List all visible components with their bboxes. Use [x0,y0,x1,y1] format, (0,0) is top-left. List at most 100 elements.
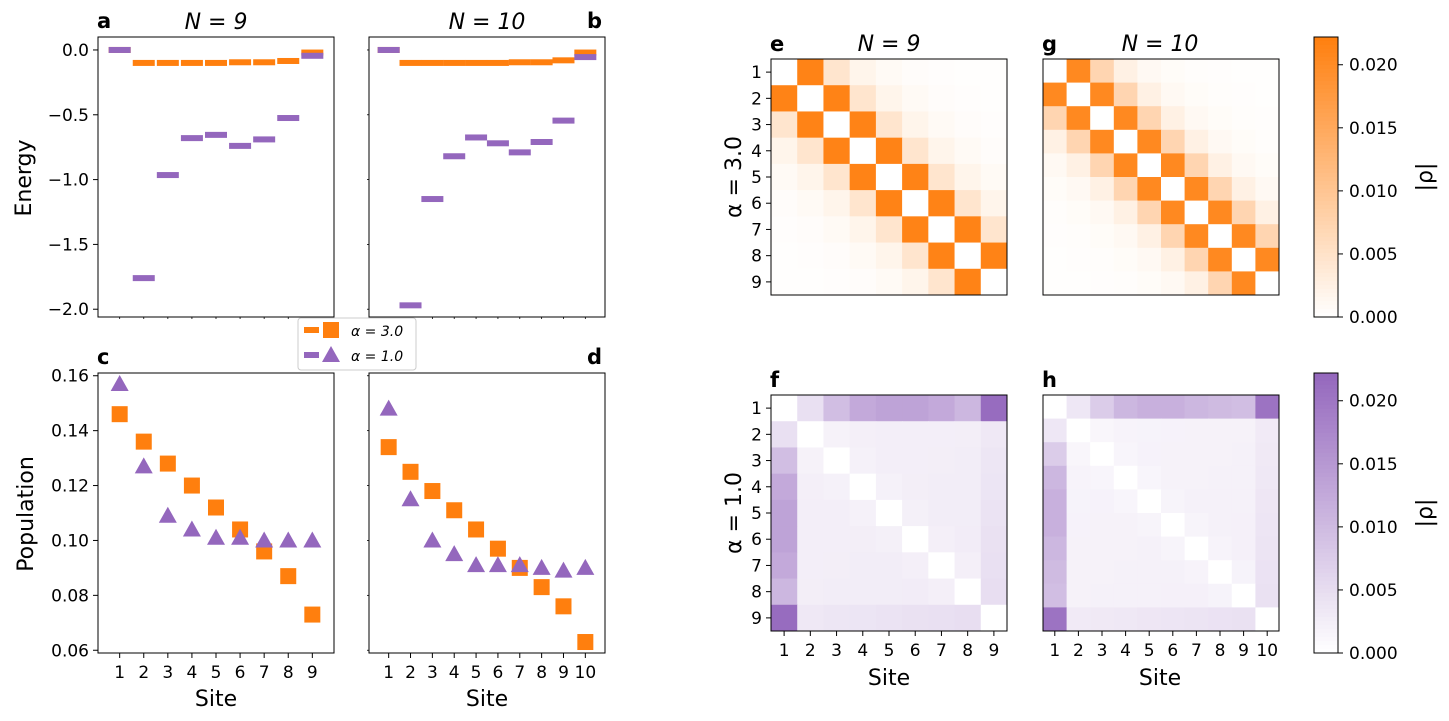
colorbar-top-strip-3 [1314,49,1338,54]
colorbar-top-tick-label-4: 0.020 [1349,56,1398,76]
heatmap-cell-g-6-2 [1066,177,1091,202]
hm-xtick-label-f-8: 9 [988,641,999,661]
xtick-label-c-7: 8 [283,663,294,683]
heatmap-cell-f-2-7 [928,421,956,448]
colorbar-top-strip-18 [1314,109,1338,114]
heatmap-cell-f-9-9 [980,604,1008,632]
heatmap-cell-g-10-9 [1231,271,1256,296]
heatmap-cell-e-6-4 [849,190,877,217]
energy-level-a-s1-5 [205,131,227,138]
heatmap-cell-f-2-3 [823,421,851,448]
colorbar-bottom-strip-69 [1314,649,1338,654]
heatmap-cell-g-9-1 [1043,247,1068,272]
ytick-label-c-4: 0.14 [51,422,89,442]
heatmap-cell-g-2-4 [1113,82,1138,107]
heatmap-cell-h-5-5 [1137,489,1162,514]
heatmap-cell-h-4-8 [1208,465,1233,490]
heatmap-cell-f-6-9 [980,526,1008,553]
heatmap-cell-f-9-8 [954,604,982,632]
heatmap-cell-h-8-9 [1231,560,1256,585]
heatmap-cell-e-2-7 [928,85,956,112]
heatmap-cell-g-3-2 [1066,106,1091,131]
energy-level-b-s1-8 [530,139,553,145]
heatmap-cell-f-7-5 [875,552,903,580]
population-square-c-8 [280,568,297,585]
heatmap-cell-e-6-9 [980,190,1008,217]
hm-ytick-label-f-1: 2 [751,425,762,445]
colorbar-bottom-strip-28 [1314,485,1338,490]
heatmap-cell-h-4-4 [1113,465,1138,490]
heatmap-cell-g-7-6 [1161,200,1186,225]
heatmap-cell-h-2-10 [1255,418,1280,443]
colorbar-bottom-strip-45 [1314,553,1338,558]
colorbar-bottom-strip-21 [1314,457,1338,462]
heatmap-cell-g-1-3 [1090,59,1115,84]
heatmap-cell-g-4-8 [1208,129,1233,154]
energy-level-b-s0-2 [399,59,422,66]
heatmap-cell-g-2-7 [1184,82,1209,107]
heatmap-frame-h [1042,394,1280,632]
xtick-label-d-5: 6 [493,663,504,683]
heatmap-cell-g-3-4 [1113,106,1138,131]
population-square-c-4 [183,477,200,494]
colorbar-bottom-strip-18 [1314,445,1338,450]
heatmap-cell-e-1-4 [849,59,877,86]
colorbar-top-strip-23 [1314,129,1338,134]
heatmap-cell-g-4-10 [1255,129,1280,154]
population-square-d-4 [446,502,463,519]
energy-level-a-s1-1 [108,46,131,53]
heatmap-cell-h-4-5 [1137,465,1162,490]
heatmap-cell-e-8-4 [849,242,877,270]
xtick-label-d-2: 3 [427,663,438,683]
heatmap-cell-g-4-4 [1113,129,1138,154]
colorbar-bottom-tick-label-2: 0.010 [1349,518,1398,538]
hm-xtick-label-f-5: 6 [910,641,921,661]
heatmap-cell-h-10-1 [1043,607,1068,632]
heatmap-cell-f-8-1 [771,578,798,606]
colorbar-top-strip-33 [1314,169,1338,174]
heatmap-cell-e-5-6 [902,163,929,191]
colorbar-top-strip-0 [1314,37,1338,42]
panel-g-heatmap [1042,58,1280,296]
colorbar-top-strip-67 [1314,305,1338,310]
panel-a-energy-marks [108,46,324,282]
heatmap-cell-h-3-6 [1161,442,1186,467]
heatmap-cell-h-8-7 [1184,560,1209,585]
panel-a-frame [97,36,335,318]
heatmap-cell-e-9-5 [875,268,903,296]
heatmap-cell-e-3-2 [797,111,824,139]
colorbar-top-strip-20 [1314,117,1338,122]
colorbar-top-strip-13 [1314,89,1338,94]
population-square-d-3 [424,483,441,500]
colorbar-top-strip-45 [1314,217,1338,222]
heatmap-cell-h-4-1 [1043,465,1068,490]
heatmap-cell-g-10-3 [1090,271,1115,296]
heatmap-cell-h-5-10 [1255,489,1280,514]
heatmap-cell-h-7-1 [1043,536,1068,561]
heatmap-cell-f-1-9 [980,395,1008,422]
legend-orange-square-swatch [323,322,339,338]
heatmap-cell-h-3-3 [1090,442,1115,467]
energy-level-a-s0-2 [132,59,155,66]
heatmap-cell-h-10-7 [1184,607,1209,632]
heatmap-cell-e-5-8 [954,163,982,191]
heatmap-cell-e-5-2 [797,163,824,191]
heatmap-cell-g-5-5 [1137,153,1162,178]
colorbar-top-strip-21 [1314,121,1338,126]
heatmap-cell-e-9-7 [928,268,956,296]
colorbar-bottom-strip-12 [1314,421,1338,426]
heatmap-cell-g-6-7 [1184,177,1209,202]
heatmap-cell-e-5-5 [875,163,903,191]
heatmap-cell-g-4-6 [1161,129,1186,154]
heatmap-cell-g-1-6 [1161,59,1186,84]
heatmap-cell-e-1-2 [797,59,824,86]
heatmap-cell-h-6-7 [1184,513,1209,538]
heatmap-cell-e-7-8 [954,216,982,244]
colorbar-bottom-strip-66 [1314,637,1338,642]
energy-level-b-s0-6 [486,59,509,66]
energy-level-a-s0-9 [301,49,324,56]
hm-ytick-label-e-3: 4 [751,142,762,162]
panel-h-heatmap [1042,394,1280,632]
population-triangle-d-4 [445,545,464,562]
heatmap-cell-f-9-5 [875,604,903,632]
